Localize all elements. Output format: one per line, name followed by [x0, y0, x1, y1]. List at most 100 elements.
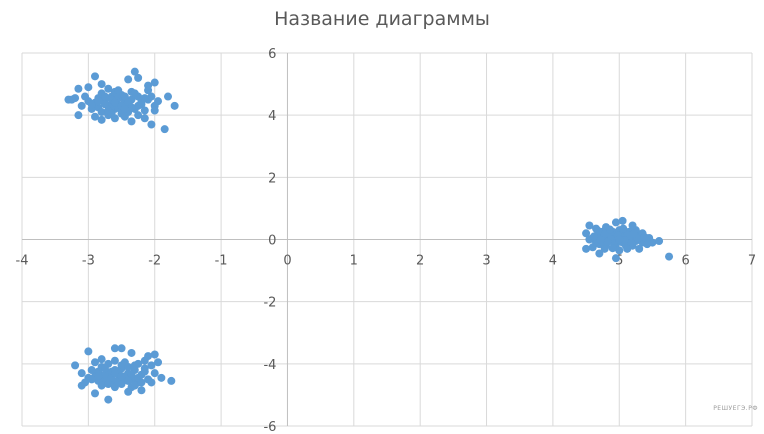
data-point: [595, 249, 604, 258]
data-point: [110, 369, 119, 378]
data-point: [605, 225, 614, 234]
data-point: [97, 108, 106, 117]
series-2: [582, 216, 674, 263]
data-point: [608, 244, 617, 253]
y-tick-label: 2: [268, 171, 276, 186]
data-point: [140, 106, 149, 115]
data-point: [127, 103, 136, 112]
data-point: [611, 254, 620, 263]
data-point: [611, 218, 620, 227]
data-point: [100, 100, 109, 109]
data-point: [600, 229, 609, 238]
data-point: [114, 86, 123, 95]
data-point: [117, 372, 126, 381]
data-point: [110, 383, 119, 392]
data-point: [582, 229, 591, 238]
x-tick-label: 6: [681, 254, 689, 269]
data-point: [100, 92, 109, 101]
data-point: [588, 243, 597, 252]
data-point: [615, 246, 624, 255]
data-point: [110, 98, 119, 107]
data-point: [107, 109, 116, 118]
data-point: [643, 240, 652, 249]
data-point: [150, 78, 159, 87]
data-point: [124, 387, 133, 396]
data-point: [144, 352, 153, 361]
data-point: [91, 112, 99, 121]
data-point: [87, 100, 96, 109]
data-point: [150, 106, 159, 115]
data-point: [130, 89, 139, 98]
data-point: [137, 386, 146, 395]
x-tick-label: -2: [148, 254, 161, 269]
data-point: [629, 229, 638, 238]
series-3: [71, 344, 176, 404]
data-point: [600, 244, 609, 253]
data-point: [618, 216, 627, 225]
data-point: [154, 97, 163, 106]
data-point: [120, 92, 129, 101]
data-point: [147, 92, 156, 101]
data-point: [84, 347, 93, 356]
data-point: [137, 378, 146, 387]
data-point: [97, 115, 106, 124]
x-tick-label: 2: [416, 254, 424, 269]
data-point: [87, 375, 96, 384]
data-point: [628, 221, 637, 230]
data-point: [623, 244, 632, 253]
data-point: [81, 92, 90, 101]
data-point: [94, 372, 103, 381]
x-tick-label: 1: [350, 254, 358, 269]
data-points: [64, 67, 674, 404]
watermark: РЕШУЕГЭ.РФ: [713, 405, 758, 412]
data-point: [97, 381, 106, 390]
data-point: [635, 244, 644, 253]
x-tick-label: -4: [16, 254, 29, 269]
data-point: [77, 369, 86, 378]
data-point: [74, 111, 83, 120]
data-point: [154, 358, 163, 367]
tick-labels: -4 -3 -2 -1 0 1 2 3 4 5 6 7 -6 -4 -2 0 2 4 6: [16, 47, 757, 434]
data-point: [130, 361, 139, 370]
data-point: [640, 233, 649, 242]
data-point: [91, 389, 99, 398]
data-point: [655, 237, 664, 246]
data-point: [140, 367, 149, 376]
data-point: [91, 72, 99, 81]
x-tick-label: 3: [482, 254, 490, 269]
y-tick-label: -6: [263, 420, 276, 434]
data-point: [147, 120, 156, 129]
x-tick-label: 5: [615, 254, 623, 269]
x-tick-label: 0: [283, 254, 291, 269]
data-point: [124, 75, 133, 84]
data-point: [615, 235, 624, 244]
data-point: [104, 380, 113, 389]
data-point: [134, 73, 143, 82]
x-tick-label: 4: [549, 254, 557, 269]
data-point: [104, 84, 113, 93]
data-point: [167, 376, 176, 385]
data-point: [147, 378, 156, 387]
data-point: [140, 114, 149, 123]
data-point: [164, 92, 172, 101]
x-tick-label: -1: [215, 254, 228, 269]
data-point: [134, 101, 143, 110]
data-point: [124, 376, 133, 385]
y-tick-label: 4: [268, 109, 276, 124]
data-point: [127, 370, 136, 379]
data-point: [104, 395, 113, 404]
x-tick-label: -3: [82, 254, 95, 269]
data-point: [594, 226, 603, 235]
series-1: [64, 67, 179, 134]
data-point: [144, 81, 153, 90]
data-point: [590, 232, 599, 241]
data-point: [124, 362, 133, 371]
data-point: [77, 381, 86, 390]
data-point: [127, 117, 136, 126]
y-tick-label: 6: [268, 47, 276, 62]
data-point: [170, 101, 179, 110]
data-point: [100, 370, 109, 379]
data-point: [134, 111, 143, 120]
data-point: [110, 344, 119, 353]
